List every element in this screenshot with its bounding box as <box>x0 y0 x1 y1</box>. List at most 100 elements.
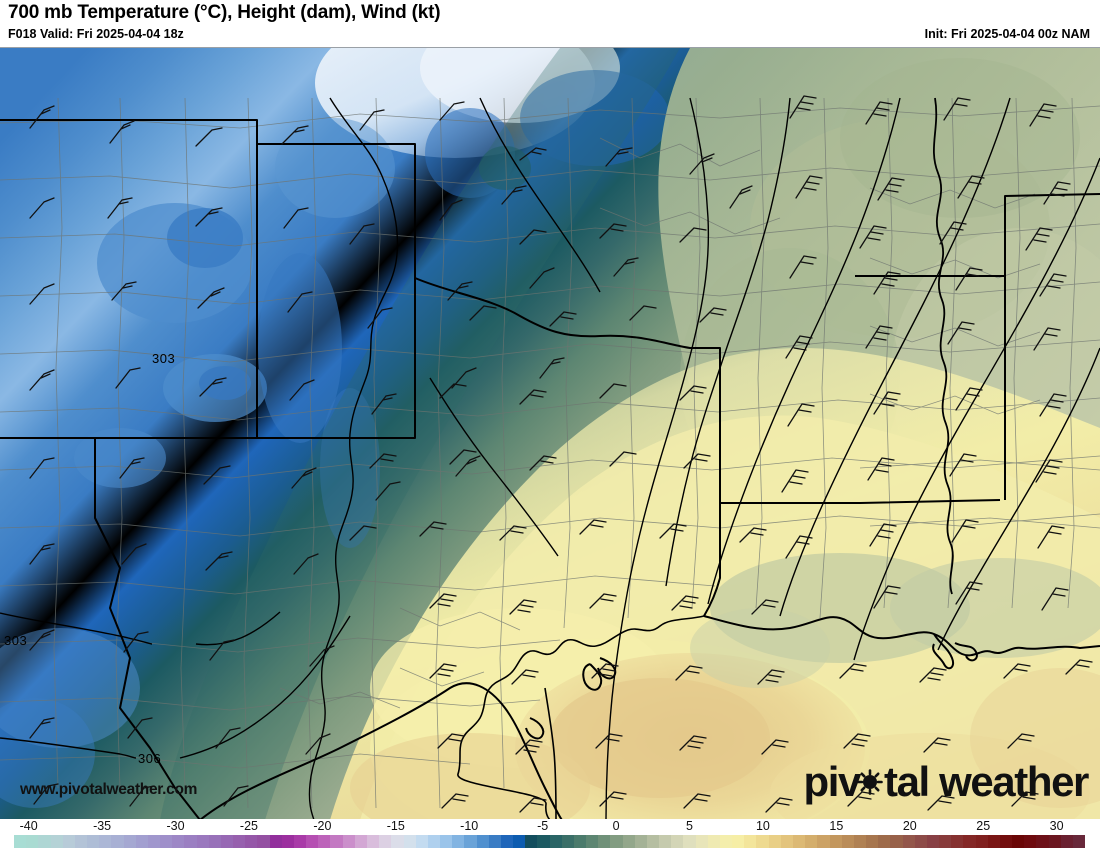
colorbar-swatch[interactable] <box>342 835 355 848</box>
colorbar-swatch[interactable] <box>561 835 574 848</box>
colorbar-swatch[interactable] <box>537 835 550 848</box>
colorbar-swatch[interactable] <box>184 835 197 848</box>
colorbar-swatch[interactable] <box>220 835 234 848</box>
colorbar-swatch[interactable] <box>853 835 867 848</box>
colorbar-swatch[interactable] <box>841 835 854 848</box>
colorbar-swatch[interactable] <box>987 835 1000 848</box>
colorbar-swatch[interactable] <box>732 835 745 848</box>
colorbar-swatch[interactable] <box>476 835 489 848</box>
colorbar-swatch[interactable] <box>440 835 453 848</box>
colorbar-swatch[interactable] <box>208 835 221 848</box>
colorbar-swatch[interactable] <box>1036 835 1049 848</box>
colorbar-swatch[interactable] <box>293 835 307 848</box>
colorbar-swatch[interactable] <box>817 835 830 848</box>
colorbar-swatch[interactable] <box>111 835 124 848</box>
colorbar-swatch[interactable] <box>525 835 538 848</box>
colorbar-swatch[interactable] <box>26 835 39 848</box>
colorbar-tick: -10 <box>460 819 479 833</box>
colorbar-swatch[interactable] <box>610 835 623 848</box>
colorbar-swatch[interactable] <box>233 835 246 848</box>
colorbar-swatch[interactable] <box>598 835 611 848</box>
colorbar-swatch[interactable] <box>780 835 793 848</box>
colorbar-swatch[interactable] <box>330 835 343 848</box>
colorbar-swatch[interactable] <box>914 835 927 848</box>
colorbar-swatch[interactable] <box>999 835 1013 848</box>
colorbar-swatch[interactable] <box>659 835 672 848</box>
contour-label-303-south: 303 <box>4 633 28 648</box>
colorbar-swatch[interactable] <box>160 835 173 848</box>
colorbar-swatch[interactable] <box>123 835 136 848</box>
colorbar-swatch[interactable] <box>172 835 185 848</box>
colorbar-swatch[interactable] <box>926 835 940 848</box>
colorbar-swatch[interactable] <box>646 835 660 848</box>
state-boundaries-layer <box>0 97 1100 819</box>
colorbar-swatch[interactable] <box>1072 835 1086 848</box>
colorbar-tick: -25 <box>239 819 258 833</box>
colorbar-swatch[interactable] <box>135 835 148 848</box>
colorbar-swatch[interactable] <box>963 835 976 848</box>
colorbar-swatch[interactable] <box>245 835 258 848</box>
colorbar-swatch[interactable] <box>549 835 562 848</box>
site-url-label: www.pivotalweather.com <box>20 781 198 798</box>
colorbar-swatch[interactable] <box>38 835 51 848</box>
colorbar-swatch[interactable] <box>50 835 63 848</box>
colorbar-swatch[interactable] <box>719 835 733 848</box>
colorbar-tick: -15 <box>386 819 405 833</box>
colorbar-swatch[interactable] <box>756 835 769 848</box>
colorbar-swatch[interactable] <box>829 835 842 848</box>
colorbar-swatch[interactable] <box>452 835 465 848</box>
colorbar-swatch[interactable] <box>902 835 915 848</box>
colorbar-swatch[interactable] <box>379 835 392 848</box>
colorbar-swatch[interactable] <box>74 835 88 848</box>
colorbar-swatch[interactable] <box>366 835 380 848</box>
colorbar-swatch[interactable] <box>391 835 404 848</box>
colorbar-swatch[interactable] <box>196 835 209 848</box>
map-canvas[interactable]: 303 303 306 www.pivotalweather.com piv <box>0 47 1100 819</box>
colorbar-swatch[interactable] <box>87 835 100 848</box>
colorbar-swatch[interactable] <box>415 835 428 848</box>
colorbar-swatch[interactable] <box>306 835 319 848</box>
colorbar-swatch[interactable] <box>269 835 282 848</box>
colorbar-swatch[interactable] <box>707 835 720 848</box>
colorbar-swatch[interactable] <box>744 835 757 848</box>
colorbar-swatch[interactable] <box>281 835 294 848</box>
colorbar-swatch[interactable] <box>464 835 477 848</box>
colorbar-swatch[interactable] <box>768 835 781 848</box>
colorbar-swatch[interactable] <box>805 835 818 848</box>
colorbar-swatch[interactable] <box>634 835 647 848</box>
colorbar-swatch[interactable] <box>866 835 879 848</box>
colorbar-swatch[interactable] <box>683 835 696 848</box>
colorbar-swatch[interactable] <box>99 835 112 848</box>
colorbar-swatch[interactable] <box>586 835 599 848</box>
colorbar-swatch[interactable] <box>488 835 501 848</box>
colorbar[interactable]: -40 -35 -30 -25 -20 -15 -10 -5 0 5 10 15 20 25 30 <box>0 819 1100 850</box>
colorbar-swatch[interactable] <box>147 835 161 848</box>
colorbar-swatch[interactable] <box>890 835 903 848</box>
colorbar-tick: -5 <box>537 819 549 833</box>
colorbar-swatch[interactable] <box>939 835 952 848</box>
colorbar-swatch[interactable] <box>403 835 416 848</box>
colorbar-swatch[interactable] <box>878 835 891 848</box>
colorbar-swatch[interactable] <box>500 835 514 848</box>
colorbar-tick: 20 <box>902 819 917 833</box>
colorbar-swatch[interactable] <box>1012 835 1025 848</box>
colorbar-swatches[interactable] <box>14 835 1086 848</box>
colorbar-swatch[interactable] <box>573 835 587 848</box>
colorbar-swatch[interactable] <box>1024 835 1037 848</box>
colorbar-swatch[interactable] <box>622 835 635 848</box>
valid-time-label: F018 Valid: Fri 2025-04-04 18z <box>8 27 184 41</box>
colorbar-swatch[interactable] <box>951 835 964 848</box>
colorbar-swatch[interactable] <box>1060 835 1073 848</box>
colorbar-swatch[interactable] <box>318 835 331 848</box>
colorbar-swatch[interactable] <box>257 835 270 848</box>
colorbar-swatch[interactable] <box>14 835 27 848</box>
colorbar-swatch[interactable] <box>62 835 75 848</box>
colorbar-swatch[interactable] <box>671 835 684 848</box>
colorbar-swatch[interactable] <box>793 835 806 848</box>
colorbar-swatch[interactable] <box>1048 835 1061 848</box>
colorbar-swatch[interactable] <box>354 835 367 848</box>
colorbar-swatch[interactable] <box>975 835 988 848</box>
colorbar-swatch[interactable] <box>427 835 441 848</box>
colorbar-swatch[interactable] <box>513 835 526 848</box>
colorbar-swatch[interactable] <box>695 835 708 848</box>
